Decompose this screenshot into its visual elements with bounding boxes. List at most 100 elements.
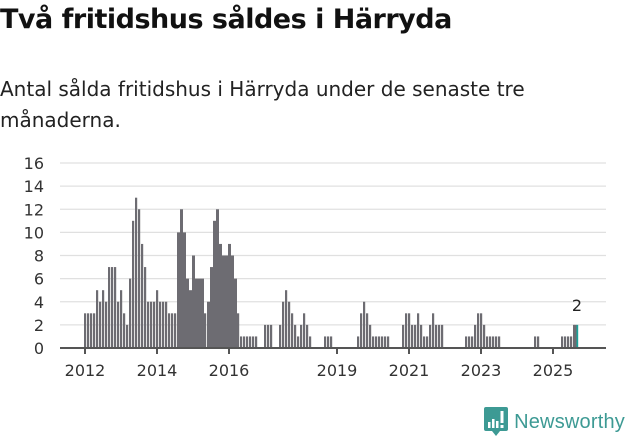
bar — [468, 336, 471, 348]
bar — [534, 336, 537, 348]
last-value-label: 2 — [572, 296, 582, 315]
bar — [177, 232, 180, 348]
bar — [291, 313, 294, 348]
bar — [264, 324, 267, 348]
bar — [87, 313, 90, 348]
bar — [201, 278, 204, 348]
y-tick-label: 14 — [24, 177, 44, 196]
bar — [309, 336, 312, 348]
bar — [237, 313, 240, 348]
x-tick-label: 2019 — [317, 361, 358, 380]
bar — [165, 301, 168, 348]
bar — [153, 301, 156, 348]
bar — [135, 197, 138, 348]
y-tick-label: 0 — [34, 339, 44, 358]
x-tick-label: 2016 — [209, 361, 250, 380]
bar — [171, 313, 174, 348]
bar — [372, 336, 375, 348]
bar — [420, 324, 423, 348]
bar — [486, 336, 489, 348]
bar — [267, 324, 270, 348]
bar — [198, 278, 201, 348]
bar — [174, 313, 177, 348]
bar — [90, 313, 93, 348]
bar — [438, 324, 441, 348]
y-tick-label: 10 — [24, 223, 44, 242]
bar — [210, 267, 213, 348]
bar — [147, 301, 150, 348]
bar — [537, 336, 540, 348]
bar — [213, 220, 216, 348]
bar — [105, 301, 108, 348]
x-tick-label: 2023 — [461, 361, 502, 380]
chart-subtitle: Antal sålda fritidshus i Härryda under d… — [0, 77, 525, 132]
bar — [567, 336, 570, 348]
x-tick-label: 2014 — [137, 361, 178, 380]
bar — [330, 336, 333, 348]
bar — [243, 336, 246, 348]
bar — [387, 336, 390, 348]
bar — [285, 290, 288, 348]
bar — [570, 336, 573, 348]
bar — [132, 220, 135, 348]
bar — [426, 336, 429, 348]
bar — [231, 255, 234, 348]
bar — [369, 324, 372, 348]
bar — [99, 301, 102, 348]
bar — [360, 313, 363, 348]
bar — [564, 336, 567, 348]
bar — [234, 278, 237, 348]
bar — [411, 324, 414, 348]
bar — [156, 290, 159, 348]
y-tick-label: 8 — [34, 247, 44, 266]
y-axis-labels: 0 2 4 6 8 10 12 14 16 — [24, 154, 44, 358]
bar — [216, 209, 219, 348]
bar — [477, 313, 480, 348]
bar — [138, 209, 141, 348]
bar — [324, 336, 327, 348]
bar — [150, 301, 153, 348]
bar — [120, 290, 123, 348]
y-tick-label: 2 — [34, 316, 44, 335]
bar — [423, 336, 426, 348]
bar — [474, 324, 477, 348]
bar — [363, 301, 366, 348]
bar — [207, 301, 210, 348]
y-tick-label: 4 — [34, 293, 44, 312]
bar — [471, 336, 474, 348]
bar — [168, 313, 171, 348]
bar — [159, 301, 162, 348]
bar — [303, 313, 306, 348]
bar — [255, 336, 258, 348]
bar — [429, 324, 432, 348]
last-value-annotation: 2 — [572, 296, 582, 315]
bar — [306, 324, 309, 348]
y-tick-label: 6 — [34, 270, 44, 289]
bar — [483, 324, 486, 348]
bar — [114, 267, 117, 348]
bar — [84, 313, 87, 348]
bar — [381, 336, 384, 348]
bar — [186, 278, 189, 348]
bar — [93, 313, 96, 348]
bar — [117, 301, 120, 348]
bar — [195, 278, 198, 348]
bar — [282, 301, 285, 348]
bar — [126, 324, 129, 348]
bar — [225, 255, 228, 348]
bar — [405, 313, 408, 348]
bar — [189, 290, 192, 348]
bar — [162, 301, 165, 348]
bar — [129, 278, 132, 348]
bar — [357, 336, 360, 348]
bar — [384, 336, 387, 348]
bar — [561, 336, 564, 348]
bar — [498, 336, 501, 348]
bar — [222, 255, 225, 348]
bar — [441, 324, 444, 348]
bar — [144, 267, 147, 348]
bar — [102, 290, 105, 348]
newsworthy-brand-text: Newsworthy — [514, 410, 625, 433]
bar — [576, 324, 579, 348]
x-tick-label: 2021 — [389, 361, 430, 380]
